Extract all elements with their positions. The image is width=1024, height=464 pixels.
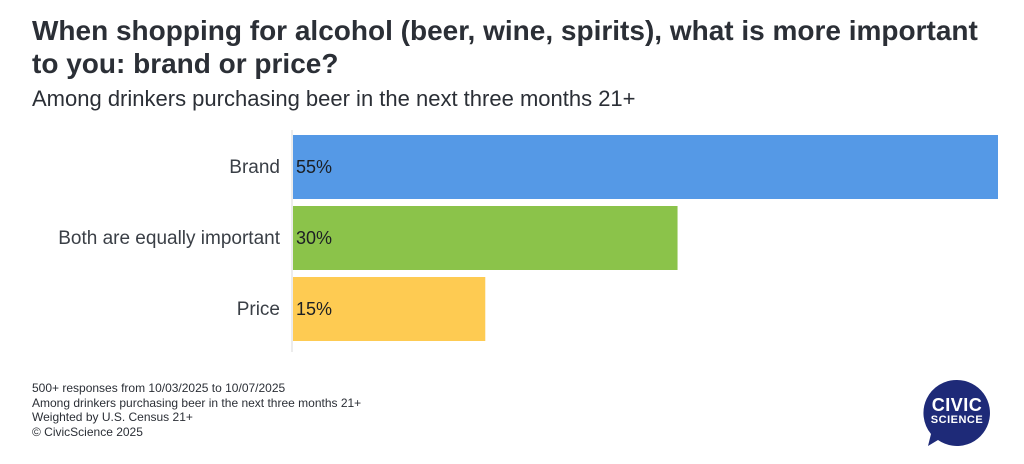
footer-line: Among drinkers purchasing beer in the ne… <box>32 395 362 410</box>
civicscience-logo: CIVIC SCIENCE <box>922 378 992 448</box>
logo-text-civic: CIVIC <box>931 395 983 415</box>
bar-brand <box>293 135 998 199</box>
value-label: 30% <box>296 228 332 248</box>
value-label: 55% <box>296 157 332 177</box>
chart-subtitle: Among drinkers purchasing beer in the ne… <box>32 86 636 111</box>
chart-title: When shopping for alcohol (beer, wine, s… <box>32 15 978 79</box>
footer-line: 500+ responses from 10/03/2025 to 10/07/… <box>32 381 286 395</box>
category-label: Brand <box>229 157 280 178</box>
logo-text-science: SCIENCE <box>930 414 984 426</box>
logo-speech-bubble <box>923 379 990 446</box>
category-label: Price <box>237 299 280 320</box>
bar-price <box>293 277 486 341</box>
value-label: 15% <box>296 299 332 319</box>
footer-notes: 500+ responses from 10/03/2025 to 10/07/… <box>32 381 361 439</box>
bar-both-are-equally-important <box>293 206 678 270</box>
footer-line: © CivicScience 2025 <box>32 424 143 439</box>
category-label: Both are equally important <box>58 228 281 249</box>
footer-line: Weighted by U.S. Census 21+ <box>32 410 193 424</box>
